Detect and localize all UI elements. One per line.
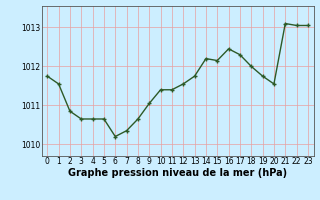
X-axis label: Graphe pression niveau de la mer (hPa): Graphe pression niveau de la mer (hPa) (68, 168, 287, 178)
